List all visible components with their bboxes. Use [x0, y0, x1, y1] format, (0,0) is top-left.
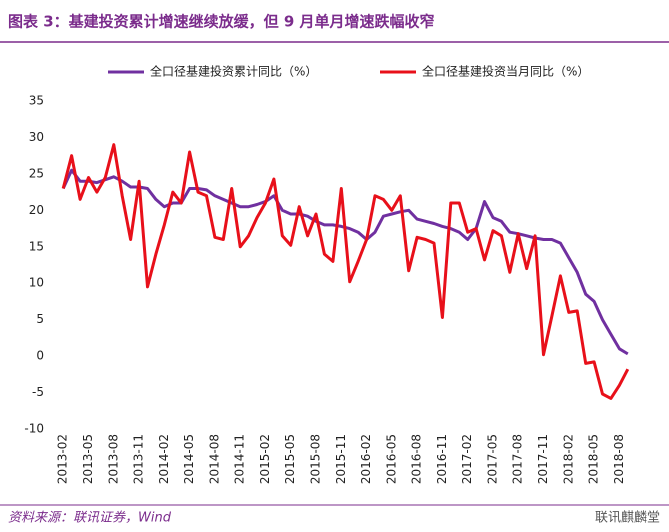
watermark: 联讯麒麟堂 [595, 510, 660, 526]
x-tick-label: 2018-08 [612, 434, 626, 484]
x-tick-label: 2016-11 [435, 434, 449, 484]
x-tick-label: 2014-02 [157, 434, 171, 484]
x-tick-label: 2014-11 [233, 434, 247, 484]
x-tick-label: 2018-05 [587, 434, 601, 484]
x-tick-label: 2014-05 [182, 434, 196, 484]
series-line [61, 143, 630, 400]
x-tick-label: 2016-02 [359, 434, 373, 484]
x-tick-label: 2016-08 [410, 434, 424, 484]
y-tick-label: -10 [24, 422, 44, 436]
x-tick-label: 2013-02 [56, 434, 70, 484]
x-tick-label: 2017-05 [485, 434, 499, 484]
x-tick-label: 2017-02 [460, 434, 474, 484]
y-tick-label: 30 [29, 130, 44, 144]
x-tick-label: 2015-02 [258, 434, 272, 484]
y-tick-label: 5 [36, 312, 44, 326]
y-tick-label: 10 [29, 276, 44, 290]
x-tick-label: 2018-02 [561, 434, 575, 484]
x-tick-label: 2015-08 [309, 434, 323, 484]
x-tick-label: 2013-05 [81, 434, 95, 484]
source: 资料来源：联讯证券，Wind [8, 511, 172, 526]
y-tick-label: -5 [32, 385, 44, 399]
x-tick-label: 2017-08 [511, 434, 525, 484]
x-tick-label: 2015-11 [334, 434, 348, 484]
chart-title: 图表 3：基建投资累计增速继续放缓，但 9 月单月增速跌幅收窄 [8, 13, 435, 31]
x-tick-label: 2015-05 [283, 434, 297, 484]
y-tick-label: 0 [36, 349, 44, 363]
x-tick-label: 2016-05 [384, 434, 398, 484]
legend-label: 全口径基建投资累计同比（%） [150, 64, 317, 79]
x-tick-label: 2013-08 [106, 434, 120, 484]
y-tick-label: 35 [29, 94, 44, 108]
legend-label: 全口径基建投资当月同比（%） [422, 64, 589, 79]
y-tick-label: 15 [29, 239, 44, 253]
y-tick-label: 25 [29, 166, 44, 180]
y-tick-label: 20 [29, 203, 44, 217]
x-tick-label: 2013-11 [132, 434, 146, 484]
x-tick-label: 2017-11 [536, 434, 550, 484]
series-line [61, 168, 629, 356]
x-tick-label: 2014-08 [207, 434, 221, 484]
